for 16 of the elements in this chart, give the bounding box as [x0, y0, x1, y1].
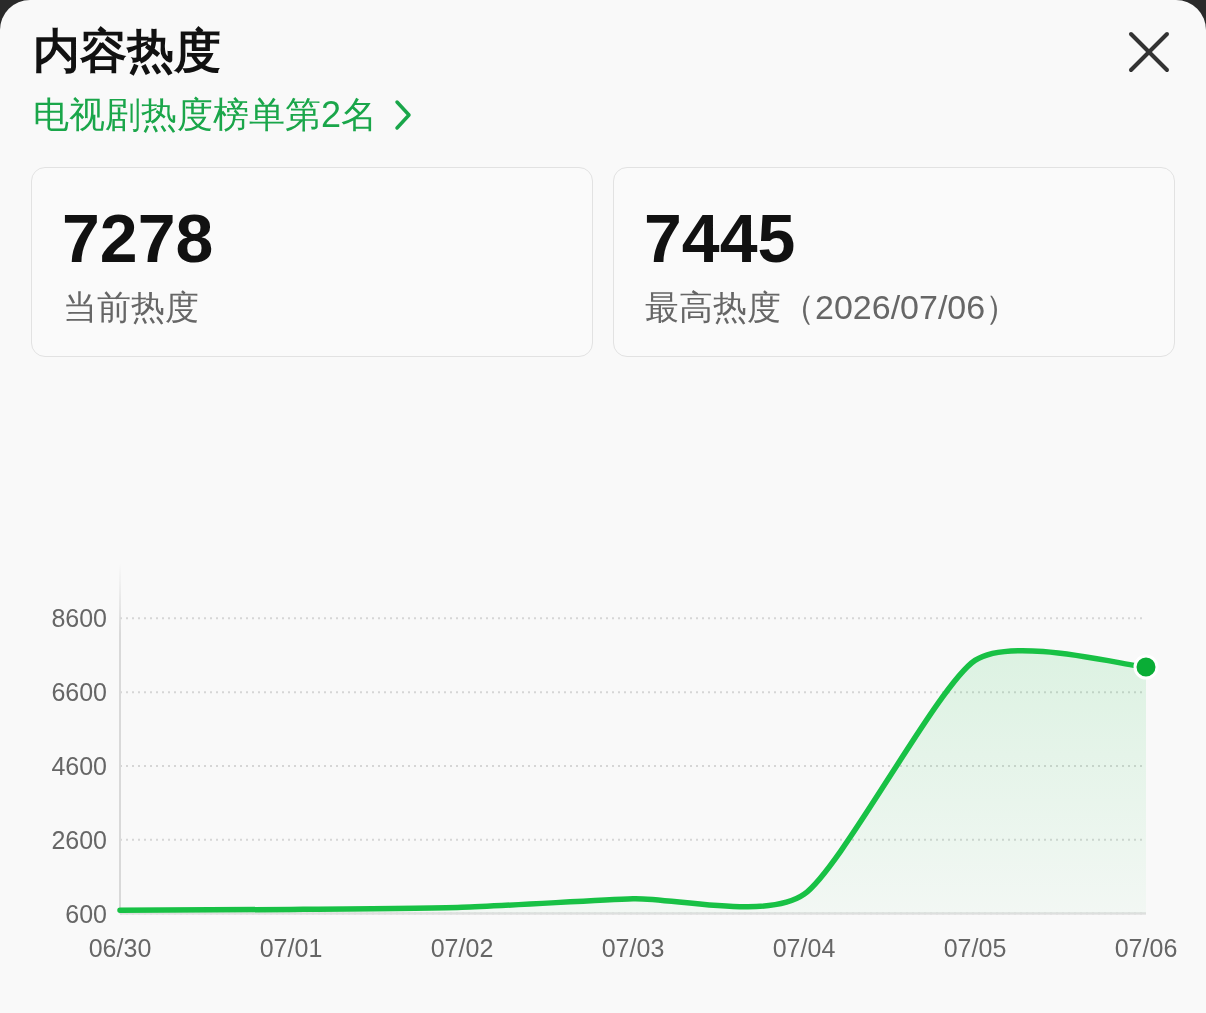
- x-tick-label: 07/02: [430, 934, 494, 962]
- x-tick-label: 07/03: [601, 934, 665, 962]
- x-tick-label: 07/04: [772, 934, 836, 962]
- chart-subtitle: 电视剧热度榜单第2名: [33, 94, 378, 135]
- x-tick-label: 07/05: [943, 934, 1007, 962]
- x-tick-label: 06/30: [88, 934, 152, 962]
- x-tick-label: 07/06: [1114, 934, 1178, 962]
- stat-card: 7445 最高热度（2026/07/06）: [613, 167, 1175, 357]
- y-tick-label: 2600: [51, 825, 107, 854]
- stat-card: 7278 当前热度: [31, 167, 593, 357]
- y-tick-label: 4600: [51, 751, 107, 780]
- y-tick-label: 6600: [51, 678, 107, 707]
- y-tick-label: 600: [65, 899, 107, 928]
- y-tick-label: 8600: [51, 604, 107, 633]
- chart-title: 内容热度: [33, 24, 221, 77]
- x-tick-label: 07/01: [259, 934, 323, 962]
